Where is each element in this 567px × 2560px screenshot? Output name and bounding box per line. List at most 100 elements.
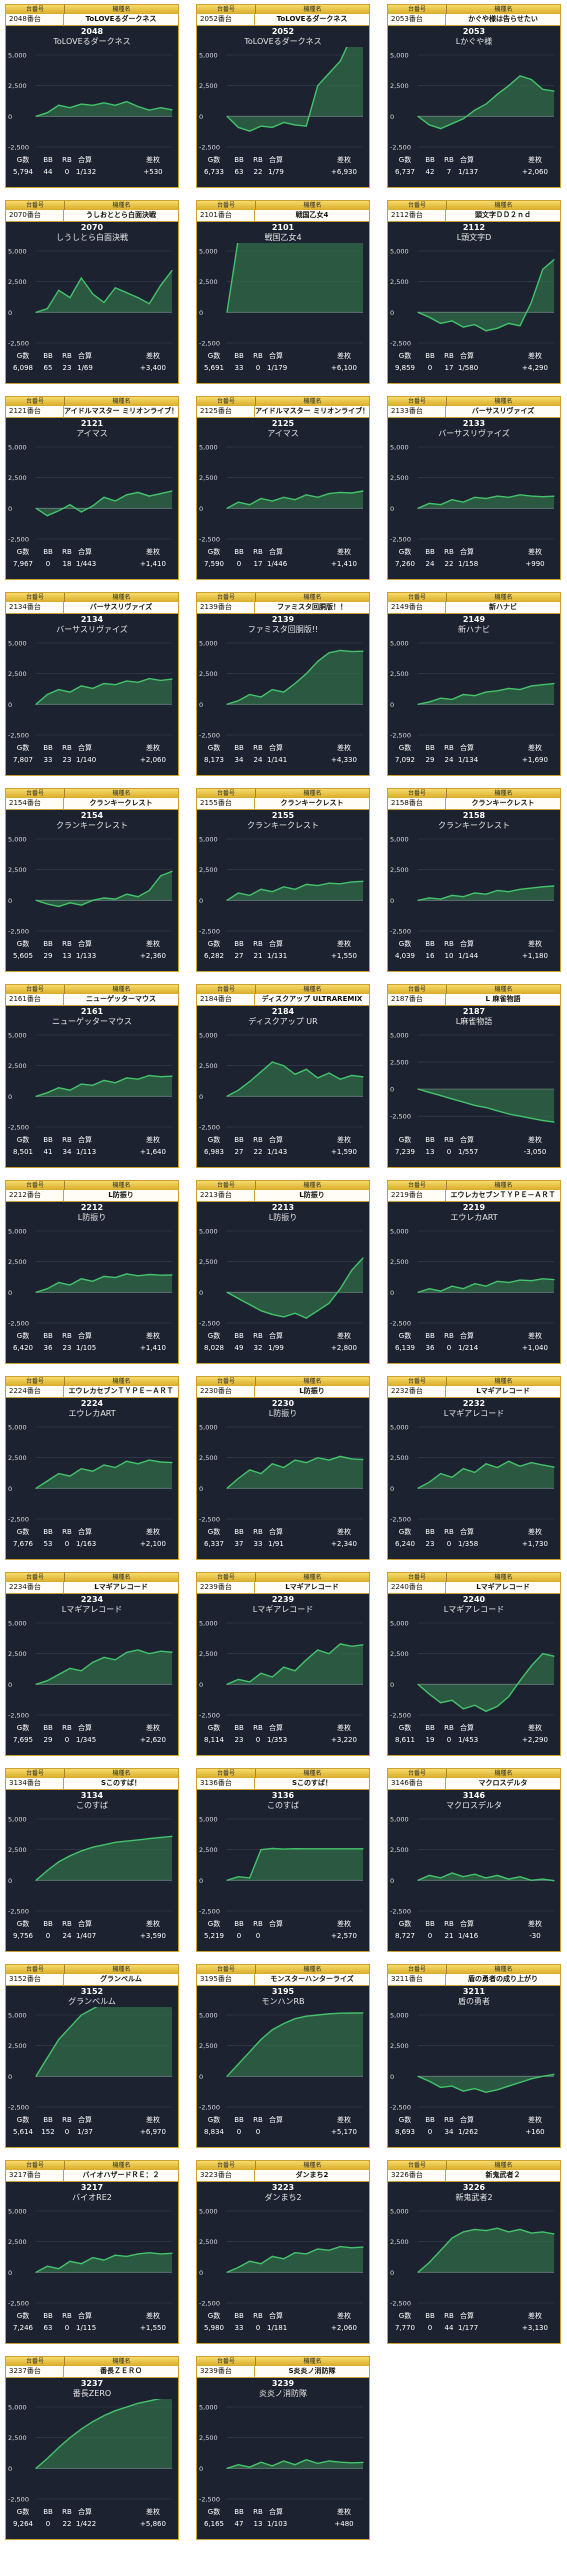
series-area bbox=[418, 494, 554, 509]
machine-card[interactable]: 台番号 機種名 2234番台 Lマギアレコード 2234 Lマギアレコード 5,… bbox=[5, 1572, 179, 1756]
card-header-labels: 台番号 機種名 bbox=[197, 5, 369, 14]
machine-card[interactable]: 台番号 機種名 2187番台 L 麻雀物語 2187 L麻雀物語 5,000 2,… bbox=[387, 984, 561, 1168]
machine-card[interactable]: 台番号 機種名 3211番台 盾の勇者の成り上がり 3211 盾の勇者 5,00… bbox=[387, 1964, 561, 2148]
data-point bbox=[508, 1113, 510, 1115]
data-point bbox=[46, 1480, 48, 1482]
machine-card[interactable]: 台番号 機種名 2224番台 エウレカセブンＴＹＰＥ－ＡＲＴ 2224 エウレカ… bbox=[5, 1376, 179, 1560]
model-name-label: L防振り bbox=[299, 1191, 325, 1199]
data-point bbox=[260, 696, 262, 698]
data-point bbox=[271, 126, 273, 128]
machine-card[interactable]: 台番号 機種名 2155番台 クランキークレスト 2155 クランキークレスト … bbox=[196, 788, 370, 972]
machine-card[interactable]: 台番号 機種名 2213番台 L防振り 2213 L防振り 5,000 2,500… bbox=[196, 1180, 370, 1364]
data-point bbox=[171, 2252, 173, 2254]
machine-card[interactable]: 台番号 機種名 2133番台 バーサスリヴァイズ 2133 バーサスリヴァイズ … bbox=[387, 396, 561, 580]
data-point bbox=[171, 1461, 173, 1464]
data-point bbox=[417, 1487, 419, 1489]
chart-model-name: バイオRE2 bbox=[72, 2193, 112, 2202]
card-header-values: 2125番台 アイドルマスター ミリオンライブ！ bbox=[197, 406, 369, 418]
machine-card[interactable]: 台番号 機種名 2212番台 L防振り 2212 L防振り 5,000 2,500… bbox=[5, 1180, 179, 1364]
stat-total-label: 合算 bbox=[78, 2116, 92, 2124]
machine-card[interactable]: 台番号 機種名 2139番台 ファミスタ回胴版！！ 2139 ファミスタ回胴版!… bbox=[196, 592, 370, 776]
machine-card[interactable]: 台番号 機種名 2112番台 頭文字ＤＤ２ｎｄ 2112 L頭文字D 5,000… bbox=[387, 200, 561, 384]
machine-card[interactable]: 台番号 機種名 2239番台 Lマギアレコード 2239 Lマギアレコード 5,… bbox=[196, 1572, 370, 1756]
stat-g-label: G数 bbox=[16, 1724, 30, 1732]
stat-diff-label: 差枚 bbox=[337, 352, 351, 360]
stat-bb-label: BB bbox=[43, 1332, 53, 1340]
machine-card[interactable]: 台番号 機種名 2053番台 かぐや様は告らせたい 2053 Lかぐや様 5,0… bbox=[387, 4, 561, 188]
machine-card[interactable]: 台番号 機種名 2070番台 うしおととら白面決戦 2070 しうしとら白面決戦… bbox=[5, 200, 179, 384]
stat-diff-value: +1,550 bbox=[331, 952, 357, 960]
machine-card[interactable]: 台番号 機種名 3239番台 S炎炎ノ消防隊 3239 炎炎ノ消防隊 5,000… bbox=[196, 2356, 370, 2540]
data-point bbox=[328, 1459, 330, 1461]
machine-card[interactable]: 台番号 機種名 3237番台 番長ＺＥＲＯ 3237 番長ZERO 5,000 2… bbox=[5, 2356, 179, 2540]
machine-card[interactable]: 台番号 機種名 2052番台 ToLOVEるダークネス 2052 ToLOVEる… bbox=[196, 4, 370, 188]
stat-g-label: G数 bbox=[207, 1920, 221, 1928]
machine-card[interactable]: 台番号 機種名 2184番台 ディスクアップ ULTRAREMIX 2184 デ… bbox=[196, 984, 370, 1168]
machine-card[interactable]: 台番号 機種名 3217番台 バイオハザードＲＥ：２ 3217 バイオRE2 5… bbox=[5, 2160, 179, 2344]
stat-diff-label: 差枚 bbox=[146, 744, 160, 752]
axis-tick-label: 5,000 bbox=[8, 836, 27, 844]
machine-card[interactable]: 台番号 機種名 3226番台 新鬼武者２ 3226 新鬼武者2 5,000 2,5… bbox=[387, 2160, 561, 2344]
unit-header-label: 台番号 bbox=[6, 5, 65, 14]
model-header-label: 機種名 bbox=[256, 1377, 369, 1386]
chart-unit-number: 2134 bbox=[80, 615, 104, 624]
unit-number-label: 2048番台 bbox=[6, 14, 64, 25]
data-point bbox=[542, 1464, 544, 1466]
machine-card[interactable]: 台番号 機種名 2101番台 戦国乙女4 2101 戦国乙女4 5,000 2,5… bbox=[196, 200, 370, 384]
stat-bb-value: 152 bbox=[41, 2128, 55, 2136]
data-point bbox=[260, 2038, 262, 2041]
machine-card[interactable]: 台番号 機種名 2240番台 Lマギアレコード 2240 Lマギアレコード 5,… bbox=[387, 1572, 561, 1756]
axis-tick-label: 0 bbox=[8, 113, 12, 121]
machine-card[interactable]: 台番号 機種名 2154番台 クランキークレスト 2154 クランキークレスト … bbox=[5, 788, 179, 972]
machine-card[interactable]: 台番号 機種名 3223番台 ダンまち2 3223 ダンまち2 5,000 2,5… bbox=[196, 2160, 370, 2344]
stat-bb-value: 0 bbox=[45, 560, 51, 568]
chart-unit-number: 2158 bbox=[462, 811, 486, 820]
model-name-label: バーサスリヴァイズ bbox=[89, 603, 153, 611]
data-point bbox=[417, 2075, 419, 2077]
axis-tick-label: -2,500 bbox=[390, 536, 411, 544]
data-point bbox=[69, 902, 71, 904]
data-point bbox=[35, 1291, 37, 1293]
stat-rb-label: RB bbox=[62, 352, 72, 360]
axis-tick-label: 5,000 bbox=[390, 248, 409, 256]
model-name-label: Lマギアレコード bbox=[476, 1583, 530, 1591]
chart-model-name: グランベルム bbox=[68, 1997, 116, 2006]
machine-card[interactable]: 台番号 機種名 2230番台 L防振り 2230 L防振り 5,000 2,500… bbox=[196, 1376, 370, 1560]
data-point bbox=[249, 1877, 251, 1879]
machine-card[interactable]: 台番号 機種名 2219番台 エウレカセブンＴＹＰＥ－ＡＲＴ 2219 エウレカ… bbox=[387, 1180, 561, 1364]
machine-card[interactable]: 台番号 機種名 3146番台 マクロスデルタ 3146 マクロスデルタ 5,00… bbox=[387, 1768, 561, 1952]
data-point bbox=[103, 682, 105, 685]
data-point bbox=[283, 1666, 285, 1668]
stat-bb-value: 36 bbox=[43, 1344, 53, 1352]
machine-card[interactable]: 台番号 機種名 2048番台 ToLOVEるダークネス 2048 ToLOVEる… bbox=[5, 4, 179, 188]
axis-tick-label: 2,500 bbox=[8, 1846, 27, 1854]
axis-tick-label: 2,500 bbox=[8, 474, 27, 482]
machine-card[interactable]: 台番号 機種名 2149番台 新ハナビ 2149 新ハナビ 5,000 2,500… bbox=[387, 592, 561, 776]
machine-card[interactable]: 台番号 機種名 2125番台 アイドルマスター ミリオンライブ！ 2125 アイ… bbox=[196, 396, 370, 580]
axis-tick-label: 2,500 bbox=[390, 82, 409, 90]
machine-card[interactable]: 台番号 機種名 2158番台 クランキークレスト 2158 クランキークレスト … bbox=[387, 788, 561, 972]
machine-card[interactable]: 台番号 機種名 3136番台 Sこのすば！ 3136 このすば 5,000 2,5… bbox=[196, 1768, 370, 1952]
unit-header-label: 台番号 bbox=[197, 397, 256, 406]
stat-rb-value: 22 bbox=[444, 560, 454, 568]
machine-card[interactable]: 台番号 機種名 2232番台 Lマギアレコード 2232 Lマギアレコード 5,… bbox=[387, 1376, 561, 1560]
machine-card[interactable]: 台番号 機種名 3195番台 モンスターハンターライズ 3195 モンハンRB … bbox=[196, 1964, 370, 2148]
stat-g-label: G数 bbox=[207, 744, 221, 752]
data-point bbox=[58, 104, 60, 106]
machine-card[interactable]: 台番号 機種名 3134番台 Sこのすば！ 3134 このすば 5,000 2,5… bbox=[5, 1768, 179, 1952]
model-name-label: アイドルマスター ミリオンライブ！ bbox=[255, 407, 369, 415]
machine-card[interactable]: 台番号 機種名 2121番台 アイドルマスター ミリオンライブ！ 2121 アイ… bbox=[5, 396, 179, 580]
machine-card[interactable]: 台番号 機種名 2161番台 ニューゲッターマウス 2161 ニューゲッターマウ… bbox=[5, 984, 179, 1168]
stat-spacer bbox=[285, 547, 321, 559]
series-area bbox=[227, 1062, 363, 1097]
stat-bb-value: 0 bbox=[236, 2128, 242, 2136]
machine-card[interactable]: 台番号 機種名 2134番台 バーサスリヴァイズ 2134 バーサスリヴァイズ … bbox=[5, 592, 179, 776]
stat-spacer bbox=[476, 363, 512, 375]
chart-model-name: ニューゲッターマウス bbox=[52, 1017, 132, 1026]
card-header-values: 2070番台 うしおととら白面決戦 bbox=[6, 210, 178, 222]
model-name-label: エウレカセブンＴＹＰＥ－ＡＲＴ bbox=[68, 1387, 174, 1395]
machine-card[interactable]: 台番号 機種名 3152番台 グランベルム 3152 グランベルム 5,000 2… bbox=[5, 1964, 179, 2148]
